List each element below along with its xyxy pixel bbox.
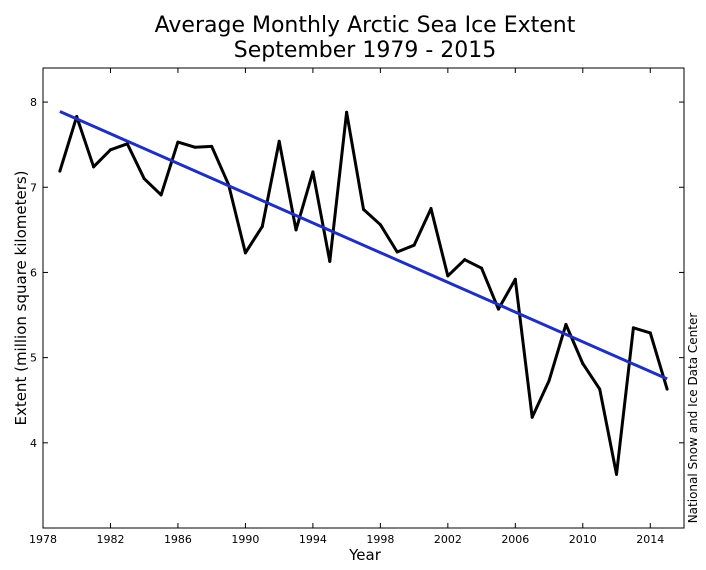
y-tick-label: 5 — [30, 352, 37, 365]
x-tick-label: 1998 — [366, 533, 394, 546]
data-point — [530, 415, 534, 419]
plot-frame — [42, 67, 685, 529]
y-tick-label: 6 — [30, 266, 37, 279]
data-point — [58, 169, 62, 173]
x-tick-label: 1990 — [231, 533, 259, 546]
data-point — [446, 274, 450, 278]
x-tick-label: 2010 — [569, 533, 597, 546]
data-point — [463, 258, 467, 262]
data-point — [395, 250, 399, 254]
data-point — [480, 266, 484, 270]
data-point — [294, 228, 298, 232]
data-point — [328, 259, 332, 263]
data-point — [159, 193, 163, 197]
data-point — [210, 144, 214, 148]
data-point — [193, 145, 197, 149]
x-tick-label: 2006 — [501, 533, 529, 546]
data-point — [429, 207, 433, 211]
y-axis-label: Extent (million square kilometers) — [12, 170, 30, 425]
data-point — [412, 243, 416, 247]
data-point — [260, 224, 264, 228]
data-point — [496, 307, 500, 311]
data-point — [564, 322, 568, 326]
series-line-extent — [58, 110, 669, 476]
data-point — [648, 331, 652, 335]
x-axis-label: Year — [348, 546, 382, 564]
x-tick-label: 2002 — [434, 533, 462, 546]
data-point — [615, 472, 619, 476]
x-tick-label: 1978 — [29, 533, 57, 546]
plot-area: 1978 1982 1986 1990 1994 1998 2002 2006 2010 2014… — [29, 67, 685, 546]
y-tick-label: 7 — [30, 181, 37, 194]
data-point — [108, 148, 112, 152]
y-tick-label: 8 — [30, 96, 37, 109]
data-point — [547, 379, 551, 383]
data-point — [176, 140, 180, 144]
y-tick-label: 4 — [30, 437, 37, 450]
x-tick-label: 2014 — [636, 533, 664, 546]
x-tick-label: 1982 — [96, 533, 124, 546]
chart-title: Average Monthly Arctic Sea Ice Extent — [155, 13, 576, 38]
data-point — [598, 387, 602, 391]
trend-line — [59, 110, 668, 381]
data-point — [311, 170, 315, 174]
x-tick-label: 1994 — [299, 533, 327, 546]
data-point — [513, 277, 517, 281]
data-point — [277, 139, 281, 143]
x-tick-label: 1986 — [164, 533, 192, 546]
data-point — [378, 223, 382, 227]
data-point — [631, 326, 635, 330]
data-point — [665, 387, 669, 391]
data-point — [142, 177, 146, 181]
data-point — [345, 110, 349, 114]
data-point — [92, 165, 96, 169]
data-point — [243, 251, 247, 255]
data-point — [362, 207, 365, 211]
credit-label: National Snow and Ice Data Center — [686, 313, 700, 524]
chart-subtitle: September 1979 - 2015 — [234, 38, 497, 63]
data-point — [581, 362, 585, 366]
